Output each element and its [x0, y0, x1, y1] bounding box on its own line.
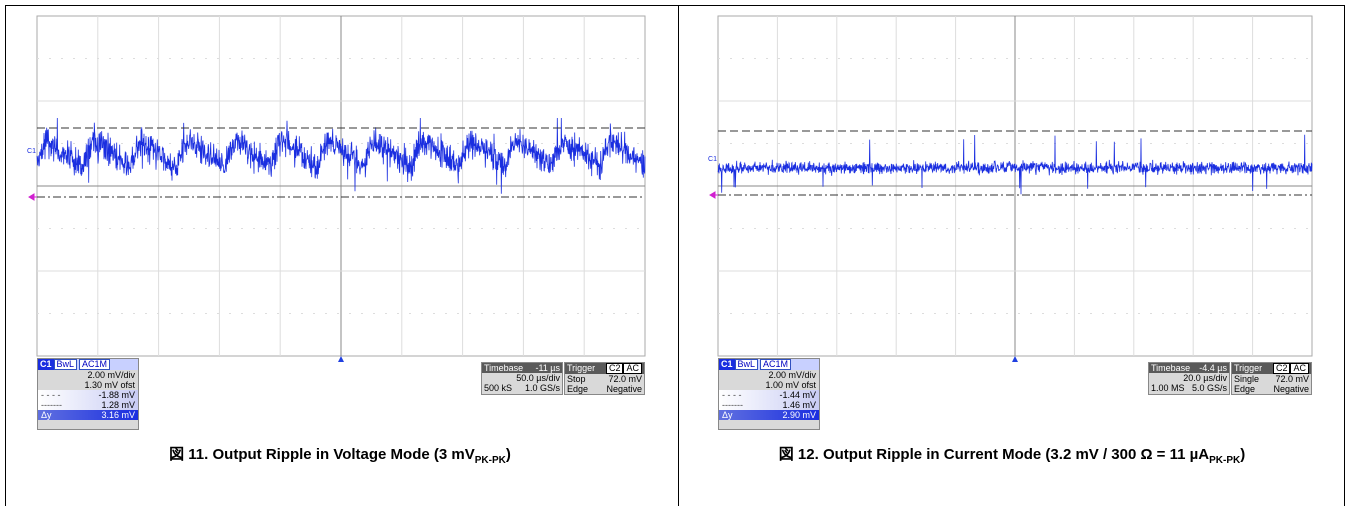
trigger-level: 72.0 mV — [1275, 374, 1309, 384]
cursor-symbol: Δy — [722, 410, 733, 420]
caption-subscript: PK-PK — [475, 455, 506, 466]
trigger-source-name: C2 — [606, 363, 624, 374]
cursor-row: - - - - -1.88 mV — [38, 390, 138, 400]
cursor-value: 3.16 mV — [101, 410, 135, 420]
timebase-div: 20.0 µs/div — [1149, 373, 1229, 383]
channel-tag: AC1M — [760, 359, 791, 370]
trigger-level: 72.0 mV — [608, 374, 642, 384]
channel-marker: C1 — [708, 156, 717, 163]
cursor-style: ------- — [722, 400, 743, 410]
timebase-rate: 5.0 GS/s — [1192, 383, 1227, 393]
page: C1C1 C1BwLAC1M2.00 mV/div1.30 mV ofst- -… — [0, 0, 1349, 506]
timebase-samples: 500 kS — [484, 383, 512, 393]
timebase-rate: 1.0 GS/s — [525, 383, 560, 393]
caption-text: Output Ripple in Current Mode (3.2 mV / … — [823, 446, 1209, 463]
trigger-row: Edge Negative — [1232, 384, 1311, 394]
cursor-value: 1.28 mV — [101, 400, 135, 410]
trigger-marker — [710, 192, 718, 198]
channel-tag: BwL — [735, 359, 759, 370]
trigger-slope: Negative — [606, 384, 642, 394]
trigger-label: Trigger — [567, 363, 595, 374]
cursor-value: -1.88 mV — [98, 390, 135, 400]
figure-caption: 図 12. Output Ripple in Current Mode (3.2… — [712, 444, 1312, 471]
cursor-row: Δy 3.16 mV — [38, 410, 138, 420]
trigger-type: Edge — [567, 384, 588, 394]
cursor-row: ------- 1.46 mV — [719, 400, 819, 410]
channel-marker: C1 — [27, 148, 36, 155]
trigger-type: Edge — [1234, 384, 1255, 394]
cursor-row: - - - - -1.44 mV — [719, 390, 819, 400]
figure-caption: 図 11. Output Ripple in Voltage Mode (3 m… — [40, 444, 640, 471]
trigger-mode: Stop — [567, 374, 586, 384]
channel-setting: 1.00 mV ofst — [719, 380, 819, 390]
timebase-samples: 1.00 MS — [1151, 383, 1185, 393]
channel-tag: AC1M — [79, 359, 110, 370]
cursor-style: - - - - — [41, 390, 61, 400]
trigger-position — [1012, 356, 1018, 362]
cursor-style: - - - - — [722, 390, 742, 400]
channel-setting: 2.00 mV/div — [38, 370, 138, 380]
trigger-label: Trigger — [1234, 363, 1262, 374]
trigger-source-name: C2 — [1273, 363, 1291, 374]
trigger-row: Single 72.0 mV — [1232, 374, 1311, 384]
cursor-symbol: Δy — [41, 410, 52, 420]
trigger-coupling: AC — [1290, 363, 1309, 374]
channel-setting: 1.30 mV ofst — [38, 380, 138, 390]
caption-close: ) — [506, 446, 511, 463]
channel-tag: BwL — [54, 359, 78, 370]
timebase-label: Timebase — [1151, 363, 1190, 373]
cursor-value: 1.46 mV — [782, 400, 816, 410]
caption-close: ) — [1240, 446, 1245, 463]
channel-name: C1 — [721, 359, 733, 369]
scopes: C1 C1 — [0, 0, 1349, 506]
channel-name: C1 — [40, 359, 52, 369]
timebase-offset: -11 µs — [535, 363, 560, 373]
cursor-row: Δy 2.90 mV — [719, 410, 819, 420]
trigger-coupling: AC — [623, 363, 642, 374]
cursor-style: ------- — [41, 400, 62, 410]
timebase-label: Timebase — [484, 363, 523, 373]
channel-setting: 2.00 mV/div — [719, 370, 819, 380]
trigger-row: Edge Negative — [565, 384, 644, 394]
timebase-offset: -4.4 µs — [1199, 363, 1227, 373]
cursor-row: ------- 1.28 mV — [38, 400, 138, 410]
trigger-position — [338, 356, 344, 362]
cursor-value: -1.44 mV — [779, 390, 816, 400]
timebase-rate-row: 1.00 MS 5.0 GS/s — [1149, 383, 1229, 393]
trigger-marker — [29, 194, 37, 200]
caption-number: 図 11. — [169, 446, 208, 463]
caption-subscript: PK-PK — [1209, 455, 1240, 466]
trigger-mode: Single — [1234, 374, 1259, 384]
trigger-slope: Negative — [1273, 384, 1309, 394]
timebase-header: Timebase -11 µs — [482, 363, 562, 373]
timebase-header: Timebase -4.4 µs — [1149, 363, 1229, 373]
timebase-rate-row: 500 kS 1.0 GS/s — [482, 383, 562, 393]
caption-text: Output Ripple in Voltage Mode (3 mV — [213, 446, 475, 463]
cursor-value: 2.90 mV — [782, 410, 816, 420]
caption-number: 図 12. — [779, 446, 819, 463]
trigger-row: Stop 72.0 mV — [565, 374, 644, 384]
timebase-div: 50.0 µs/div — [482, 373, 562, 383]
